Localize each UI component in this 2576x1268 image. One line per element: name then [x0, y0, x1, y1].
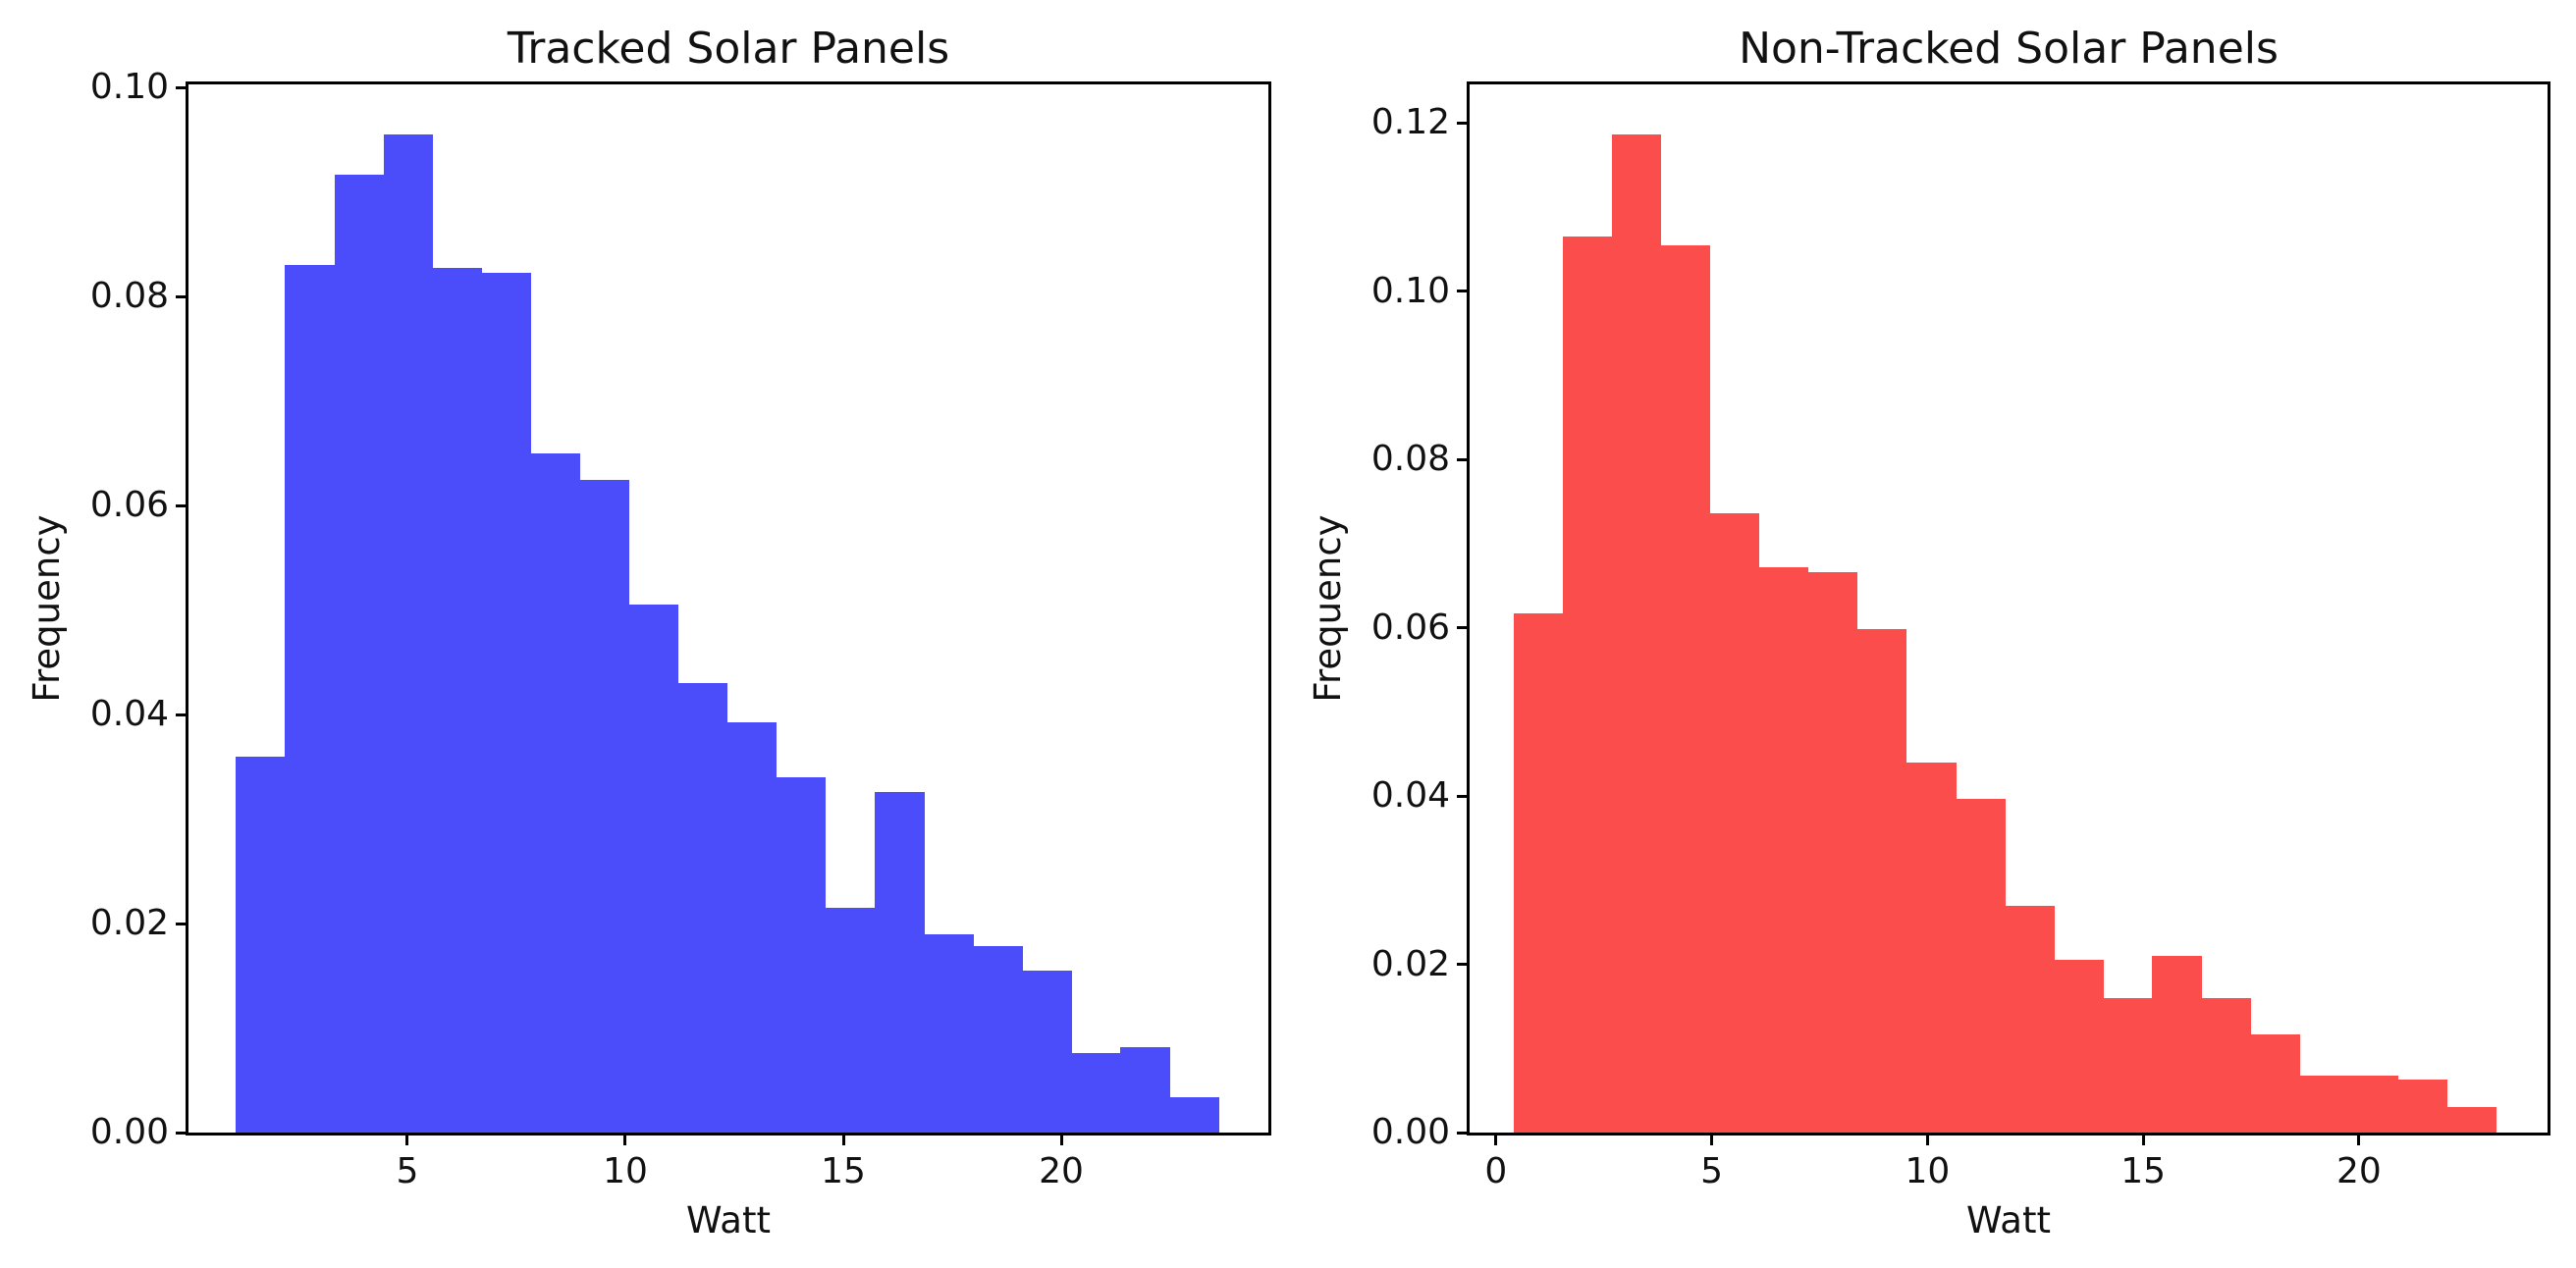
y-axis-tick-mark: [176, 713, 188, 716]
histogram-bar: [973, 946, 1023, 1133]
histogram-bar: [726, 721, 778, 1133]
y-axis-tick-label: 0.04: [89, 694, 169, 735]
x-axis-tick-label: 10: [603, 1151, 648, 1191]
histogram-bar: [2152, 956, 2202, 1133]
histogram-bar: [2299, 1075, 2349, 1133]
y-axis-tick-label: 0.00: [1370, 1112, 1450, 1152]
histogram-bar: [579, 479, 630, 1133]
histogram-bar: [2250, 1033, 2300, 1133]
histogram-bar: [2054, 960, 2104, 1133]
histogram-bar: [677, 683, 728, 1133]
x-axis-tick-label: 15: [821, 1151, 866, 1191]
x-axis-tick-mark: [623, 1133, 627, 1145]
y-axis-tick-label: 0.10: [1370, 270, 1450, 311]
histogram-bar: [236, 756, 286, 1133]
left-plot-title: Tracked Solar Panels: [507, 24, 950, 74]
y-axis-tick-mark: [1457, 457, 1470, 461]
histogram-bar: [2348, 1075, 2398, 1133]
histogram-bar: [2201, 997, 2251, 1133]
x-axis-tick-mark: [841, 1133, 845, 1145]
histogram-bar: [383, 134, 434, 1133]
y-axis-tick-mark: [176, 503, 188, 507]
y-axis-tick-label: 0.06: [1370, 607, 1450, 648]
histogram-bar: [1071, 1053, 1121, 1133]
x-axis-tick-mark: [2357, 1133, 2361, 1145]
histogram-bar: [1709, 513, 1760, 1133]
y-axis-tick-mark: [1457, 794, 1470, 798]
y-axis-tick-mark: [1457, 626, 1470, 630]
left-x-axis-label: Watt: [686, 1199, 771, 1242]
y-axis-tick-mark: [1457, 963, 1470, 967]
y-axis-tick-mark: [176, 85, 188, 89]
y-axis-tick-mark: [1457, 121, 1470, 125]
x-axis-tick-mark: [1494, 1133, 1498, 1145]
histogram-bar: [2446, 1107, 2496, 1133]
histogram-bar: [776, 776, 827, 1133]
x-axis-tick-mark: [405, 1133, 409, 1145]
histogram-bar: [285, 265, 335, 1133]
y-axis-tick-mark: [176, 1131, 188, 1135]
x-axis-tick-label: 10: [1905, 1151, 1951, 1191]
histogram-bar: [1562, 237, 1613, 1133]
x-axis-tick-mark: [1710, 1133, 1714, 1145]
x-axis-tick-label: 20: [2336, 1151, 2382, 1191]
right-y-axis-label: Frequency: [1307, 514, 1349, 703]
x-axis-tick-mark: [2141, 1133, 2145, 1145]
y-axis-tick-label: 0.02: [89, 903, 169, 944]
right-plot-area: 0 5 10 15 20 0.00 0.02 0.04 0.06 0.08 0.10 0.12: [1371, 81, 2550, 1191]
y-axis-tick-label: 0.10: [89, 67, 169, 108]
histogram-bar: [1906, 762, 1957, 1133]
y-axis-tick-label: 0.06: [89, 485, 169, 526]
left-y-axis-label: Frequency: [26, 514, 68, 703]
y-axis-tick-label: 0.12: [1370, 102, 1450, 143]
histogram-bar: [1611, 133, 1662, 1133]
histogram-bar: [1120, 1046, 1170, 1133]
histogram-bar: [432, 268, 483, 1133]
x-axis-tick-mark: [1925, 1133, 1929, 1145]
y-axis-tick-label: 0.08: [89, 276, 169, 317]
histogram-bar: [1513, 613, 1564, 1133]
y-axis-tick-label: 0.00: [89, 1112, 169, 1152]
y-axis-tick-mark: [1457, 290, 1470, 293]
histogram-bar: [825, 908, 876, 1133]
histogram-bar: [2103, 997, 2153, 1133]
y-axis-tick-mark: [1457, 1131, 1470, 1135]
y-axis-tick-mark: [176, 294, 188, 298]
histogram-bar: [2397, 1080, 2447, 1133]
histogram-bar: [2005, 905, 2055, 1133]
x-axis-tick-label: 5: [1700, 1151, 1724, 1191]
histogram-bar: [530, 452, 581, 1133]
x-axis-tick-mark: [1059, 1133, 1063, 1145]
histogram-bar: [1758, 567, 1809, 1133]
x-axis-tick-label: 0: [1484, 1151, 1508, 1191]
histogram-bar: [1169, 1096, 1219, 1133]
histogram-bar: [924, 933, 974, 1133]
left-plot-area: 5 10 15 20 0.00 0.02 0.04 0.06 0.08 0.10: [90, 68, 1271, 1191]
right-x-axis-label: Watt: [1966, 1199, 2051, 1242]
histogram-bar: [1856, 629, 1907, 1133]
x-axis-tick-label: 5: [396, 1151, 419, 1191]
histogram-bar: [1956, 798, 2006, 1133]
histogram-bar: [628, 605, 679, 1133]
x-axis-tick-label: 15: [2120, 1151, 2167, 1191]
histogram-bar: [1660, 244, 1711, 1133]
x-axis-tick-label: 20: [1039, 1151, 1084, 1191]
histogram-bar: [1022, 970, 1072, 1133]
y-axis-tick-label: 0.02: [1370, 943, 1450, 984]
y-axis-tick-label: 0.08: [1370, 439, 1450, 480]
y-axis-tick-label: 0.04: [1370, 775, 1450, 817]
histogram-bar: [481, 272, 532, 1133]
histogram-bar: [334, 174, 385, 1133]
right-plot-title: Non-Tracked Solar Panels: [1739, 24, 2279, 74]
histogram-bar: [875, 791, 925, 1133]
y-axis-tick-mark: [176, 922, 188, 925]
histogram-bar: [1807, 572, 1858, 1133]
